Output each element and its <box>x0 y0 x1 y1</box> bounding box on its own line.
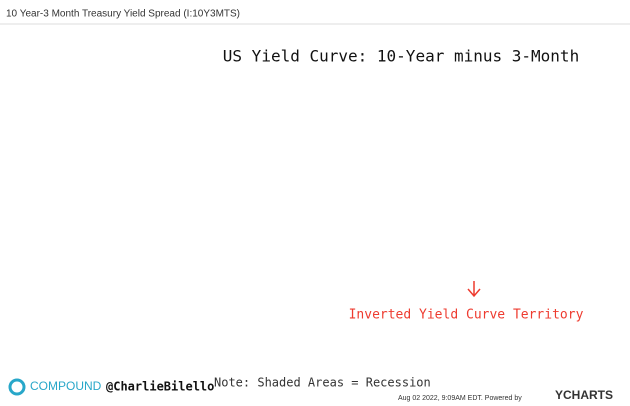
title-box <box>222 40 582 74</box>
author: @CharlieBilello <box>106 380 214 394</box>
brand: COMPOUND <box>30 379 102 393</box>
chart-title: US Yield Curve: 10-Year minus 3-Month <box>223 47 579 66</box>
timestamp: Aug 02 2022, 9:09AM EDT. Powered by <box>398 395 522 402</box>
source: YCHARTS <box>555 388 613 402</box>
annotation: Inverted Yield Curve Territory <box>349 308 584 323</box>
note: Note: Shaded Areas = Recession <box>214 376 431 390</box>
chart-header: 10 Year-3 Month Treasury Yield Spread (I… <box>6 9 240 20</box>
arrow <box>467 281 481 298</box>
logo <box>8 378 26 396</box>
